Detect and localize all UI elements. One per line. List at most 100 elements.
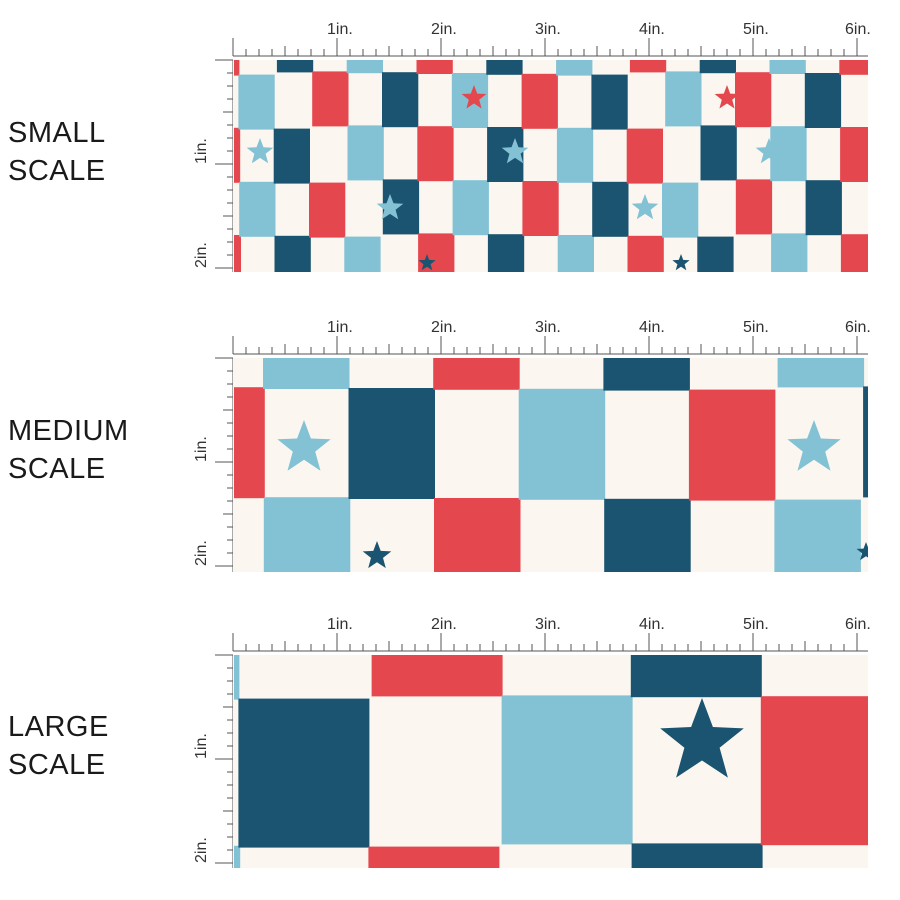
star-icon bbox=[362, 541, 392, 569]
checker-square bbox=[863, 386, 868, 498]
checker-square bbox=[273, 128, 310, 184]
checker-square bbox=[840, 127, 868, 182]
checker-square bbox=[603, 358, 690, 391]
ruler-label: 4in. bbox=[639, 21, 665, 38]
large-ruler: 1in. 2in. 3in. 4in. 5in. 6in. 1in. 2in. bbox=[193, 616, 871, 868]
small-ruler: 1in. 2in. 3in. 4in. 5in. 6in. 1in. 2in. bbox=[193, 21, 871, 272]
stars-group bbox=[660, 698, 744, 778]
checker-square bbox=[629, 60, 667, 73]
ruler-label: 1in. bbox=[327, 319, 353, 336]
checker-square bbox=[274, 235, 311, 272]
checker-square bbox=[371, 655, 503, 697]
checker-square bbox=[627, 235, 664, 272]
small-scale-label: SMALL SCALE bbox=[8, 114, 106, 190]
checker-square bbox=[238, 74, 275, 130]
checker-square bbox=[522, 181, 559, 236]
checker-square bbox=[309, 182, 346, 238]
checker-square bbox=[487, 234, 525, 272]
ruler-label: 6in. bbox=[845, 319, 871, 336]
star-icon bbox=[631, 194, 659, 220]
checker-square bbox=[626, 128, 663, 184]
star-icon bbox=[277, 420, 331, 471]
checker-square bbox=[346, 60, 383, 74]
vertical-ruler-label: 2in. bbox=[193, 837, 210, 863]
medium-scale-line2: SCALE bbox=[8, 453, 106, 485]
checker-square bbox=[518, 388, 606, 500]
ruler-label: 6in. bbox=[845, 616, 871, 633]
ruler-label: 4in. bbox=[639, 616, 665, 633]
star-icon bbox=[755, 138, 783, 164]
star-icon bbox=[660, 698, 744, 778]
checker-square bbox=[344, 236, 381, 272]
checker-square bbox=[556, 127, 594, 183]
checker-square bbox=[774, 499, 861, 572]
stars-group bbox=[246, 85, 783, 271]
ruler-label: 3in. bbox=[535, 21, 561, 38]
vertical-ruler-label: 1in. bbox=[193, 733, 210, 759]
ruler-label: 5in. bbox=[743, 616, 769, 633]
checker-square bbox=[238, 698, 370, 848]
large-scale-label: LARGE SCALE bbox=[8, 708, 109, 784]
checker-square bbox=[665, 71, 702, 127]
checker-square bbox=[486, 60, 523, 75]
checker-square bbox=[839, 60, 868, 75]
small-scale-line2: SCALE bbox=[8, 155, 106, 187]
checker-square bbox=[735, 179, 773, 235]
checker-square bbox=[760, 696, 868, 846]
star-icon bbox=[461, 85, 487, 109]
checker-square bbox=[263, 497, 351, 572]
checker-square bbox=[234, 127, 241, 183]
checker-square bbox=[699, 60, 736, 74]
large-pattern bbox=[233, 655, 868, 868]
ruler-label: 2in. bbox=[431, 616, 457, 633]
checker-square bbox=[592, 181, 629, 237]
star-icon bbox=[856, 542, 868, 561]
checker-square bbox=[769, 60, 806, 74]
checker-square bbox=[771, 233, 808, 272]
checker-square bbox=[234, 655, 240, 700]
checker-square bbox=[700, 125, 737, 181]
checker-square bbox=[433, 358, 520, 390]
checker-square bbox=[501, 695, 633, 845]
ruler-label: 3in. bbox=[535, 319, 561, 336]
medium-scale-label: MEDIUM SCALE bbox=[8, 412, 129, 488]
ruler-label: 2in. bbox=[431, 21, 457, 38]
checker-square bbox=[417, 126, 454, 182]
large-scale-line2: SCALE bbox=[8, 749, 106, 781]
checker-square bbox=[263, 358, 350, 389]
small-pattern bbox=[233, 60, 868, 272]
checker-square bbox=[630, 655, 762, 698]
ruler-label: 1in. bbox=[327, 21, 353, 38]
stars-group bbox=[277, 420, 868, 569]
checker-square bbox=[276, 60, 314, 73]
vertical-ruler-label: 2in. bbox=[193, 540, 210, 566]
checker-square bbox=[805, 180, 842, 236]
checker-square bbox=[239, 181, 276, 237]
vertical-ruler-label: 2in. bbox=[193, 242, 210, 268]
checker-square bbox=[591, 74, 628, 130]
checker-square bbox=[688, 389, 776, 501]
checker-square bbox=[557, 235, 594, 272]
ruler-label: 5in. bbox=[743, 319, 769, 336]
star-icon bbox=[787, 420, 841, 471]
checker-square bbox=[770, 126, 807, 182]
checker-square bbox=[521, 73, 558, 129]
checker-square bbox=[416, 60, 453, 74]
checker-square bbox=[662, 182, 699, 238]
large-scale-line1: LARGE bbox=[8, 711, 109, 743]
checker-square bbox=[604, 498, 691, 572]
checker-square bbox=[348, 388, 435, 499]
checker-square bbox=[735, 72, 772, 128]
checker-square bbox=[234, 845, 241, 868]
ruler-label: 2in. bbox=[431, 319, 457, 336]
small-scale-line1: SMALL bbox=[8, 117, 106, 149]
star-icon bbox=[672, 254, 690, 271]
ruler-label: 3in. bbox=[535, 616, 561, 633]
checker-square bbox=[234, 235, 241, 272]
ruler-label: 6in. bbox=[845, 21, 871, 38]
checker-square bbox=[840, 234, 868, 272]
checker-square bbox=[556, 60, 593, 76]
star-icon bbox=[714, 85, 740, 109]
star-icon bbox=[376, 194, 404, 220]
checker-square bbox=[777, 358, 865, 388]
